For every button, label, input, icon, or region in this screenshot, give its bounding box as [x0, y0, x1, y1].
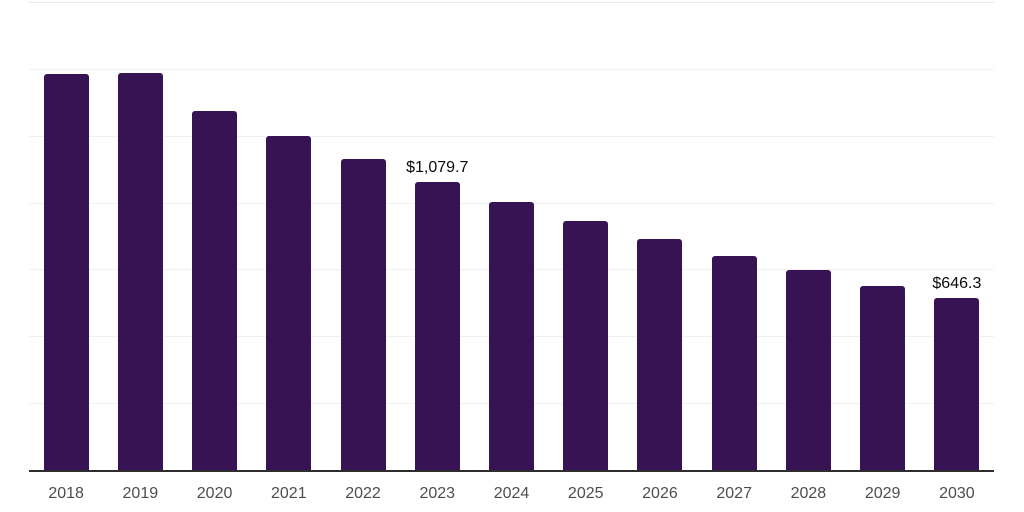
- bar-2024: [489, 201, 534, 470]
- x-axis-labels: 2018 2019 2020 2021 2022 2023 2024 2025 2026 2027…: [29, 484, 994, 506]
- x-tick-2019: 2019: [122, 485, 159, 502]
- x-tick-2018: 2018: [48, 485, 84, 502]
- data-label-2023: $1,079.7: [406, 158, 469, 176]
- data-label-2030: $646.3: [932, 274, 982, 292]
- x-tick-2025: 2025: [567, 485, 604, 502]
- bar-2025: [563, 220, 609, 470]
- x-tick-2022: 2022: [345, 485, 381, 502]
- x-tick-2027: 2027: [716, 485, 752, 502]
- gridline-1500: [29, 69, 994, 71]
- bar-2021: [266, 135, 312, 470]
- gridline-1250: [29, 135, 994, 137]
- bar-2019: [117, 73, 163, 470]
- bar-2020: [192, 110, 238, 470]
- bar-2023: [414, 181, 460, 470]
- x-tick-2026: 2026: [642, 485, 678, 502]
- x-tick-2030: 2030: [939, 485, 975, 502]
- bar-2028: [785, 269, 831, 470]
- bar-2022: [340, 158, 386, 470]
- x-tick-2023: 2023: [419, 485, 456, 502]
- x-tick-2029: 2029: [864, 485, 901, 502]
- plot-area: $1,079.7 $646.3: [29, 2, 994, 472]
- bar-2018: [43, 73, 89, 470]
- x-tick-2020: 2020: [196, 485, 233, 502]
- bar-2029: [860, 285, 906, 470]
- x-tick-2024: 2024: [493, 485, 530, 502]
- bar-2027: [711, 255, 757, 470]
- x-tick-2028: 2028: [790, 485, 827, 502]
- bar-2030: [934, 297, 980, 470]
- x-tick-2021: 2021: [271, 485, 307, 502]
- bar-2026: [637, 238, 683, 470]
